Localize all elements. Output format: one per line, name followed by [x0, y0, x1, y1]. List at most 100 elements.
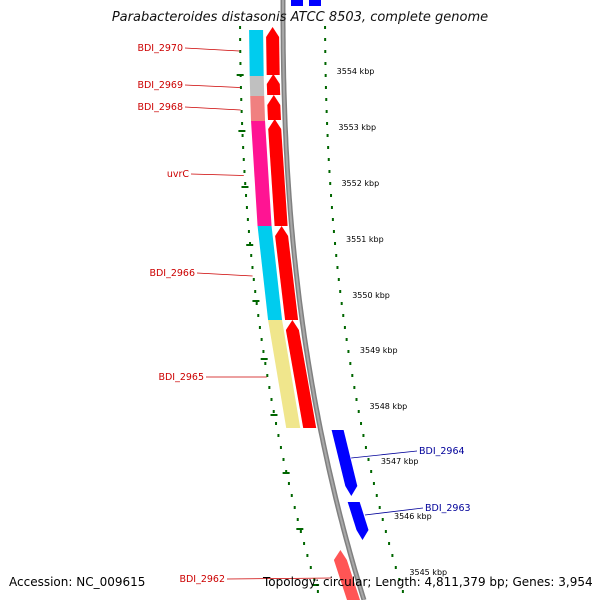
scale-dots-layer	[236, 26, 404, 593]
scale-ticks-layer: 3554 kbp 3553 kbp 3552 kbp 3551 kbp 3550 kbp…	[337, 67, 447, 577]
cog-band-bdi_2969	[249, 76, 265, 96]
gene-label-bdi_2966: BDI_2966	[149, 268, 195, 279]
outer-scale-dot	[324, 50, 327, 53]
gene-label-leader	[184, 84, 240, 88]
inner-scale-dash	[296, 528, 304, 530]
outer-scale-dot	[391, 554, 394, 557]
inner-scale-dot	[255, 302, 258, 305]
inner-scale-dot	[243, 170, 246, 173]
outer-scale-dot	[372, 482, 375, 485]
inner-scale-dash	[270, 414, 278, 416]
accession-text: Accession: NC_009615	[9, 575, 146, 589]
outer-scale-dot	[353, 386, 356, 389]
outer-scale-dot	[327, 158, 330, 161]
outer-scale-dot	[337, 278, 340, 281]
gene-arrow-bdi_2962	[333, 550, 360, 600]
outer-scale-dot	[330, 194, 333, 197]
gene-arrow-bdi_2963	[347, 502, 369, 540]
outer-scale-dot	[331, 218, 334, 221]
inner-scale-dot	[264, 362, 267, 365]
inner-scale-dot	[299, 530, 302, 533]
cog-band-bdi_2970	[249, 30, 264, 76]
outer-scale-dot	[367, 458, 370, 461]
inner-scale-dot	[250, 254, 253, 257]
map-title: Parabacteroides distasonis ATCC 8503, co…	[111, 10, 489, 25]
gene-label-bdi_2964: BDI_2964	[419, 446, 465, 457]
inner-scale-dash	[260, 358, 268, 360]
inner-scale-dash	[246, 244, 254, 246]
inner-scale-dot	[242, 158, 245, 161]
outer-scale-dot	[360, 422, 363, 425]
gene-label-bdi_2969: BDI_2969	[137, 80, 183, 91]
outer-scale-dot	[324, 74, 327, 77]
inner-scale-dash	[238, 130, 246, 132]
outer-scale-dot	[384, 530, 387, 533]
inner-scale-dash	[252, 300, 260, 302]
inner-scale-dot	[268, 386, 271, 389]
inner-scale-dot	[272, 410, 275, 413]
gene-label-leader	[190, 173, 244, 176]
outer-scale-dot	[330, 206, 333, 209]
inner-scale-dot	[285, 470, 288, 473]
inner-scale-dot	[275, 422, 278, 425]
outer-scale-dot	[375, 494, 378, 497]
cog-band-uvrc	[251, 121, 272, 226]
cog-bands-layer	[249, 30, 301, 428]
gene-arrow-bdi_2964	[331, 430, 358, 496]
inner-scale-dot	[241, 134, 244, 137]
inner-scale-dot	[246, 218, 249, 221]
gene-label-leader	[364, 507, 424, 516]
outer-scale-dot	[340, 302, 343, 305]
inner-scale-dot	[240, 98, 243, 101]
inner-scale-dot	[303, 542, 306, 545]
inner-scale-dash	[282, 472, 290, 474]
outer-scale-dot	[325, 98, 328, 101]
gene-label-bdi_2968: BDI_2968	[137, 102, 183, 113]
scale-tick-label: 3547 kbp	[381, 457, 419, 466]
inner-scale-dot	[239, 38, 242, 41]
outer-scale-dot	[342, 314, 345, 317]
inner-scale-dot	[306, 554, 309, 557]
scale-tick-label: 3554 kbp	[337, 67, 375, 76]
gene-arrow-bdi_2968	[267, 95, 281, 120]
inner-scale-dot	[242, 146, 245, 149]
inner-scale-dot	[296, 518, 299, 521]
scale-tick-label: 3545 kbp	[409, 568, 447, 577]
inner-scale-dot	[309, 566, 312, 569]
inner-scale-dot	[249, 242, 252, 245]
outer-scale-dot	[357, 410, 360, 413]
inner-scale-dot	[258, 326, 261, 329]
outer-scale-dot	[324, 86, 327, 89]
gene-label-leader	[196, 272, 253, 277]
inner-scale-dot	[239, 86, 242, 89]
outer-scale-dot	[398, 578, 401, 581]
outer-scale-dot	[381, 518, 384, 521]
inner-scale-dot	[277, 434, 280, 437]
inner-scale-dot	[290, 494, 293, 497]
scale-tick-label: 3552 kbp	[341, 179, 379, 188]
outer-scale-dot	[339, 290, 342, 293]
outer-scale-dot	[364, 446, 367, 449]
outer-scale-dot	[394, 566, 397, 569]
inner-scale-dot	[251, 266, 254, 269]
outer-scale-dot	[347, 350, 350, 353]
cog-band-bdi_2968	[250, 96, 266, 121]
inner-scale-dot	[287, 482, 290, 485]
outer-scale-dot	[345, 338, 348, 341]
outer-scale-dot	[324, 62, 327, 65]
gene-arrow-top-partial-a	[291, 0, 303, 6]
gene-arrows-layer	[266, 0, 369, 600]
outer-scale-dot	[328, 170, 331, 173]
outer-scale-dot	[401, 590, 404, 593]
gene-label-bdi_2965: BDI_2965	[158, 372, 204, 383]
backbone-layer	[280, 0, 367, 600]
gene-label-uvrc: uvrC	[167, 169, 190, 180]
inner-scale-dot	[247, 230, 250, 233]
inner-scale-dot	[266, 374, 269, 377]
inner-scale-dot	[245, 206, 248, 209]
scale-tick-label: 3546 kbp	[394, 512, 432, 521]
outer-scale-dot	[335, 254, 338, 257]
scale-tick-label: 3550 kbp	[352, 291, 390, 300]
outer-scale-dot	[332, 230, 335, 233]
